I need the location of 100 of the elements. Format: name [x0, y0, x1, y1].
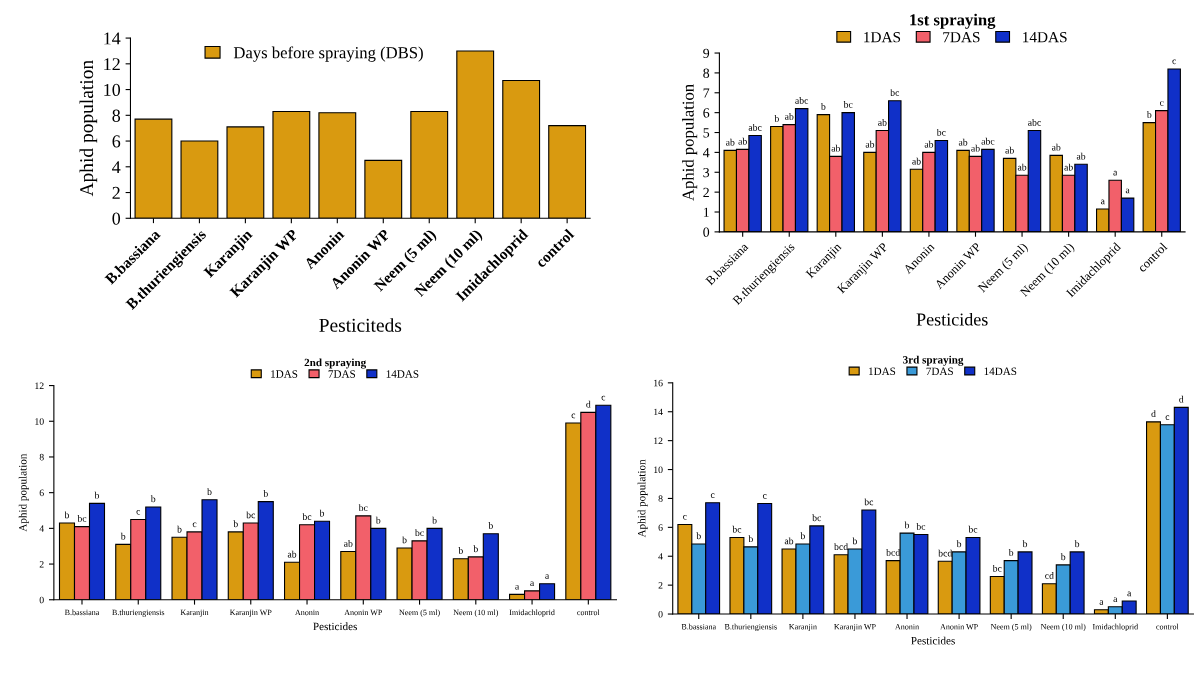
- data-label: b: [488, 522, 493, 529]
- data-label: ab: [785, 112, 794, 120]
- x-tick-label: Imidachloprid: [1092, 623, 1139, 632]
- data-label: b: [432, 516, 437, 524]
- data-label: c: [192, 522, 197, 528]
- data-label: b: [94, 491, 100, 499]
- x-tick-label: Karanjin: [180, 609, 209, 617]
- x-axis-title: Pesticiteds: [319, 318, 402, 332]
- data-label: b: [233, 520, 238, 528]
- x-tick-label: B.bassiana: [681, 623, 716, 630]
- data-label: b: [748, 535, 753, 543]
- data-label: b: [473, 545, 478, 553]
- data-label: c: [601, 395, 606, 401]
- x-tick-label: Anonin WP: [940, 624, 978, 630]
- data-label: b: [64, 511, 70, 519]
- x-tick-label: control: [577, 609, 600, 616]
- y-tick-label: 12: [35, 382, 44, 389]
- x-tick-label: Anonin WP: [344, 609, 383, 616]
- data-label: ab: [1017, 163, 1027, 171]
- data-label: bc: [246, 511, 256, 519]
- y-tick-label: 14: [654, 408, 663, 416]
- data-label: a: [515, 584, 520, 590]
- x-tick-label: Karanjin WP: [229, 609, 272, 617]
- y-tick-label: 12: [654, 437, 663, 445]
- data-label: b: [319, 509, 325, 517]
- data-label: ab: [726, 138, 735, 146]
- y-tick-label: 6: [703, 108, 710, 118]
- legend-label: 14DAS: [386, 370, 419, 378]
- y-axis-title: Aphid population: [18, 453, 29, 532]
- y-tick-label: 0: [703, 227, 710, 237]
- data-label: bc: [916, 522, 926, 530]
- legend-label: 7DAS: [328, 370, 356, 378]
- y-tick-label: 4: [112, 161, 121, 174]
- data-label: b: [150, 495, 156, 503]
- data-label: ab: [344, 539, 353, 547]
- y-tick-label: 8: [703, 68, 710, 78]
- data-label: ab: [738, 137, 747, 145]
- data-label: ab: [924, 140, 934, 148]
- data-label: bcd: [886, 548, 901, 556]
- data-label: a: [1113, 597, 1118, 603]
- x-tick-label: Neem (5 ml): [990, 623, 1032, 632]
- y-tick-label: 1: [703, 207, 709, 217]
- x-tick-label: Neem (10 ml): [453, 609, 499, 617]
- y-tick-label: 2: [658, 582, 663, 589]
- data-label: a: [1113, 170, 1118, 176]
- chart-title: 2nd spraying: [304, 358, 367, 369]
- data-label: c: [710, 493, 715, 499]
- data-label: ab: [878, 118, 887, 126]
- data-label: ab: [1005, 146, 1014, 154]
- y-tick-label: 8: [39, 453, 44, 461]
- data-label: b: [402, 536, 407, 544]
- y-tick-label: 8: [112, 109, 121, 122]
- y-tick-label: 14: [104, 32, 121, 45]
- data-label: bc: [358, 504, 368, 512]
- x-tick-label: Anonin: [295, 609, 319, 616]
- x-tick-label: Neem (5 ml): [399, 609, 440, 617]
- data-label: c: [683, 515, 687, 520]
- x-axis-title: Pesticides: [916, 312, 988, 326]
- y-tick-label: 3: [703, 167, 710, 178]
- data-label: bc: [843, 101, 853, 108]
- x-tick-label: B.thuriengiensis: [112, 609, 165, 617]
- chart-title: 3rd spraying: [903, 355, 964, 366]
- data-label: a: [1125, 188, 1130, 194]
- data-label: a: [545, 574, 550, 579]
- y-tick-label: 2: [112, 186, 120, 199]
- data-label: b: [458, 547, 463, 554]
- y-tick-label: 8: [658, 495, 663, 502]
- legend-label: 14DAS: [984, 367, 1017, 376]
- data-label: c: [1159, 101, 1164, 106]
- y-tick-label: 6: [112, 135, 121, 148]
- data-label: c: [1172, 59, 1177, 65]
- data-label: c: [762, 494, 767, 499]
- y-tick-label: 0: [112, 212, 121, 225]
- legend-label: 1DAS: [271, 370, 298, 378]
- y-tick-label: 2: [703, 187, 709, 197]
- x-tick-label: B.bassiana: [64, 609, 100, 616]
- data-label: bc: [864, 498, 874, 506]
- data-label: bcd: [834, 543, 848, 551]
- data-label: b: [820, 103, 826, 110]
- y-tick-label: 7: [703, 88, 710, 98]
- data-label: b: [696, 532, 701, 540]
- legend-label: 7DAS: [926, 367, 953, 376]
- data-label: b: [1146, 110, 1152, 118]
- x-tick-label: Neem (10 ml): [1040, 623, 1086, 632]
- x-tick-label: control: [1156, 623, 1179, 630]
- y-tick-label: 5: [703, 128, 710, 138]
- chart-title: 1st spraying: [910, 13, 996, 29]
- legend-label: 7DAS: [943, 32, 980, 43]
- data-label: a: [1127, 591, 1132, 597]
- data-label: ab: [958, 138, 968, 146]
- data-label: abc: [981, 137, 995, 145]
- y-axis-title: Aphid population: [682, 84, 698, 201]
- data-label: b: [1074, 540, 1080, 548]
- y-tick-label: 0: [658, 610, 663, 618]
- y-axis-title: Aphid population: [79, 60, 98, 197]
- data-label: d: [586, 400, 591, 408]
- x-axis-title: Pesticides: [313, 622, 357, 631]
- y-tick-label: 16: [654, 379, 663, 387]
- data-label: a: [1100, 199, 1105, 205]
- data-label: c: [1165, 415, 1170, 420]
